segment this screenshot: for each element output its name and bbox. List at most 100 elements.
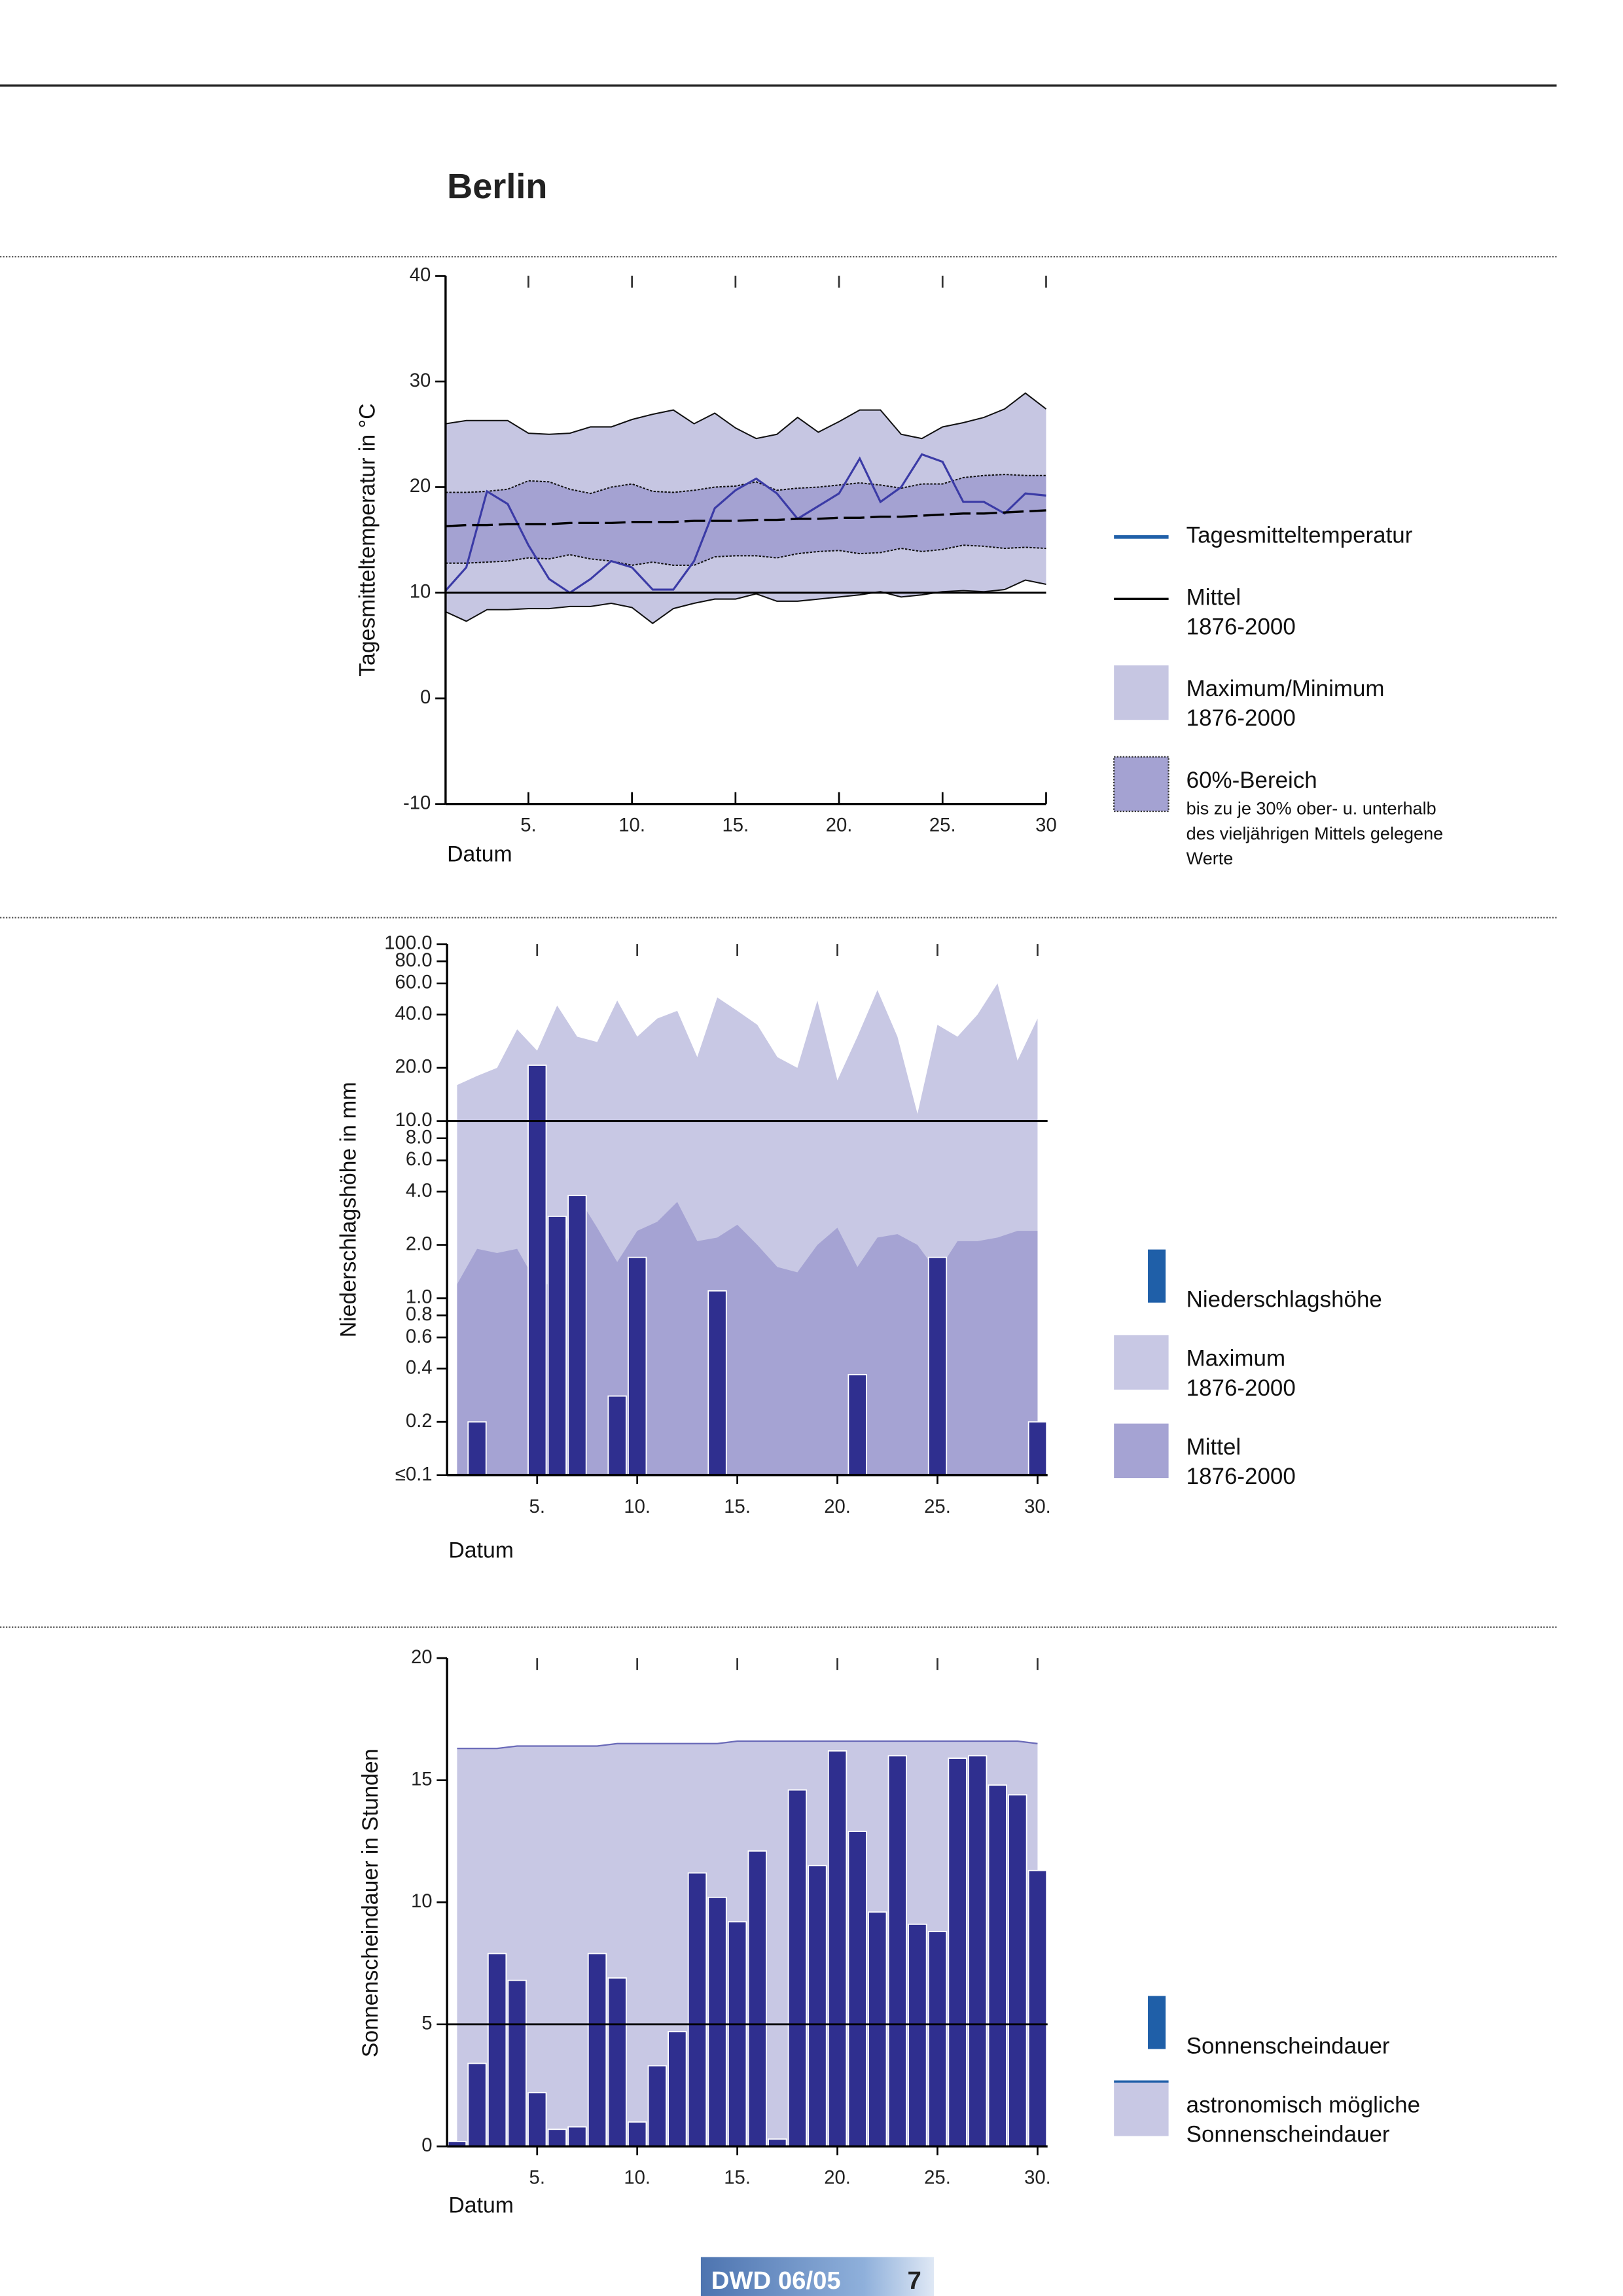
footer-box [700, 2257, 935, 2296]
bar [547, 2128, 567, 2147]
y-tick-label: 60.0 [395, 972, 433, 993]
legend-item: Maximum/Minimum 1876-2000 [1186, 677, 1385, 732]
legend-item: Maximum 1876-2000 [1186, 1347, 1296, 1402]
y-tick-label: 1.0 [406, 1286, 433, 1308]
x-tick-label: 20. [824, 2167, 851, 2189]
bar [587, 1952, 607, 2147]
legend-item: 60%-Bereich bis zu je 30% ober- u. unterh… [1186, 768, 1444, 869]
y-tick-label: 2.0 [406, 1233, 433, 1254]
legend-item: Niederschlagshöhe [1186, 1288, 1382, 1313]
y-tick-label: 0 [420, 686, 431, 708]
legend-label: Sonnenscheindauer [1186, 2034, 1390, 2060]
bar [808, 1865, 827, 2147]
bar [687, 1872, 707, 2147]
legend-label: Mittel 1876-2000 [1186, 1435, 1296, 1491]
bar [948, 1757, 967, 2147]
bar [727, 1921, 747, 2147]
bar [607, 1977, 627, 2147]
legend-label: Tagesmitteltemperatur [1186, 523, 1413, 549]
bar [908, 1923, 927, 2147]
bar [607, 1395, 627, 1476]
legend-label: 60%-Bereich [1186, 768, 1317, 794]
y-axis-label: Sonnenscheindauer in Stunden [358, 1749, 383, 2058]
y-tick-label: 40.0 [395, 1002, 433, 1024]
bar [507, 1979, 527, 2147]
x-tick-label: 25. [929, 814, 956, 836]
bar [567, 2126, 587, 2147]
y-tick-label: 15 [411, 1768, 433, 1790]
bar [1027, 1421, 1048, 1476]
band-edge [445, 392, 1047, 440]
legend-label: astronomisch mögliche Sonnenscheindauer [1186, 2093, 1421, 2148]
legend-box [1114, 2081, 1169, 2136]
bar [887, 1755, 907, 2147]
bar [1027, 1869, 1048, 2147]
x-tick-label: 10. [624, 1496, 651, 1517]
line [445, 509, 1046, 527]
y-tick-label: 5 [421, 2013, 432, 2034]
legend-item: Mittel 1876-2000 [1186, 1435, 1296, 1491]
bar [988, 1784, 1007, 2147]
x-tick-label: 15. [724, 2167, 751, 2189]
x-tick-label: 15. [722, 814, 749, 836]
y-tick-label: -10 [403, 792, 431, 813]
x-tick-label: 10. [618, 814, 645, 836]
legend-box [1114, 1335, 1169, 1390]
y-tick-label: 0.4 [406, 1356, 433, 1378]
y-tick-label: 10 [411, 1890, 433, 1912]
x-tick-label: 5. [529, 1496, 545, 1517]
area-edge [457, 1740, 1038, 1750]
legend-label: Maximum/Minimum 1876-2000 [1186, 677, 1385, 732]
bar [827, 1750, 847, 2147]
y-tick-label: 80.0 [395, 949, 433, 971]
bar [647, 2065, 667, 2147]
x-tick-label: 5. [529, 2167, 545, 2189]
legend-note: bis zu je 30% ober- u. unterhalb des vie… [1186, 798, 1444, 869]
bar [567, 1195, 587, 1476]
x-tick-label: 5. [520, 814, 536, 836]
legend-bar [1148, 1996, 1166, 2049]
bar [628, 2121, 647, 2147]
bar [787, 1789, 808, 2147]
legend-box [1114, 1423, 1169, 1479]
bar [628, 1256, 647, 1476]
bar [467, 2062, 487, 2147]
y-tick-label: 10.0 [395, 1109, 433, 1131]
y-axis-label: Tagesmitteltemperatur in °C [355, 403, 380, 676]
band-edge [445, 579, 1046, 624]
bar [847, 1373, 867, 1476]
y-tick-label: 4.0 [406, 1180, 433, 1201]
bar [547, 1216, 567, 1476]
y-tick-label: 0.2 [406, 1410, 433, 1432]
legend-bar [1148, 1249, 1166, 1303]
bar [527, 1065, 547, 1476]
bar [927, 1931, 948, 2147]
page-title: Berlin [447, 167, 547, 206]
y-tick-label: 0 [421, 2134, 432, 2156]
bar [1008, 1794, 1027, 2147]
bar [527, 2092, 547, 2147]
x-tick-label: 10. [624, 2167, 651, 2189]
bar [968, 1755, 988, 2147]
area [457, 1195, 1038, 1475]
legend-item: Sonnenscheindauer [1186, 2034, 1390, 2060]
bar [707, 1290, 727, 1476]
band-edge [445, 544, 1046, 566]
y-tick-label: 20.0 [395, 1056, 433, 1078]
y-tick-label: 20 [410, 475, 431, 497]
bar [868, 1911, 887, 2147]
y-tick-label: ≤0.1 [395, 1463, 433, 1485]
x-tick-label: 30. [1024, 2167, 1051, 2189]
page-number: 7 [908, 2267, 921, 2295]
x-tick-label: 25. [924, 2167, 951, 2189]
legend-label: Maximum 1876-2000 [1186, 1347, 1296, 1402]
x-tick-label: 25. [924, 1496, 951, 1517]
y-tick-label: 6.0 [406, 1148, 433, 1170]
y-tick-label: 10 [410, 581, 431, 603]
bar [747, 1850, 767, 2147]
x-axis-label: Datum [448, 1538, 514, 1563]
bar [927, 1256, 948, 1476]
legend-box [1114, 665, 1169, 720]
y-tick-label: 0.6 [406, 1326, 433, 1347]
